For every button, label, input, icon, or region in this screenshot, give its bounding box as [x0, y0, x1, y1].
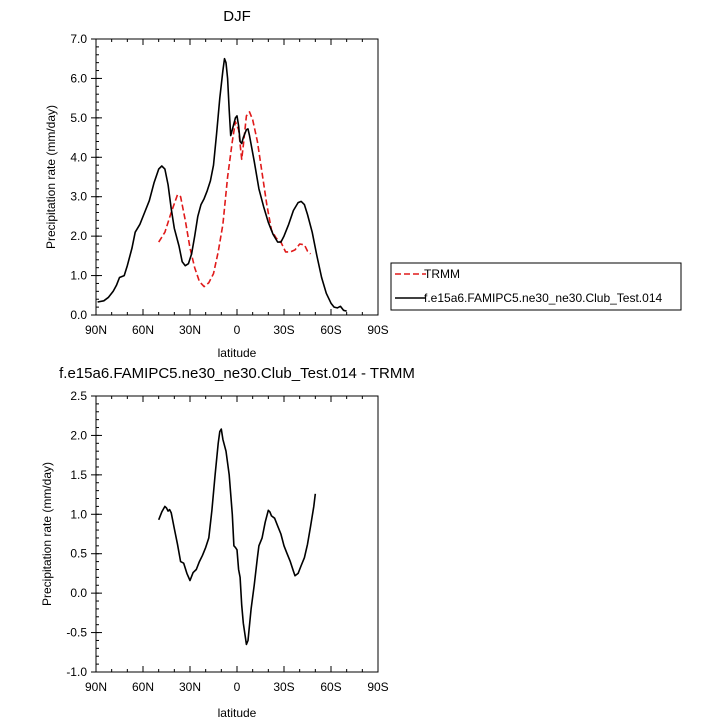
bottom-x-tick-label: 30S — [273, 680, 294, 694]
top-y-axis-label: Precipitation rate (mm/day) — [44, 105, 58, 249]
bottom-x-tick-label: 60S — [320, 680, 341, 694]
top-chart-title: DJF — [223, 8, 251, 25]
bottom-y-tick-label: 2.5 — [70, 389, 87, 403]
top-x-axis-label: latitude — [218, 346, 257, 360]
bottom-x-axis-label: latitude — [218, 706, 257, 720]
top-y-tick-label: 6.0 — [70, 71, 87, 85]
bottom-y-tick-label: 1.0 — [70, 507, 87, 521]
top-x-tick-label: 60N — [132, 323, 154, 337]
legend-label-trmm: TRMM — [424, 267, 460, 281]
bottom-x-tick-label: 60N — [132, 680, 154, 694]
top-y-tick-label: 7.0 — [70, 32, 87, 46]
top-x-tick-label: 30N — [179, 323, 201, 337]
top-plot-frame — [95, 38, 379, 316]
top-y-tick-label: 3.0 — [70, 190, 87, 204]
top-x-tick-label: 30S — [273, 323, 294, 337]
top-axes: 90N 60N 30N 0 30S 60S 90S 0.0 1.0 2.0 3.0 4.0 5.0 6.0… — [70, 32, 388, 337]
top-series-line-0 — [158, 111, 312, 288]
bottom-y-tick-label: 0.5 — [70, 547, 87, 561]
top-x-tick-label: 90N — [85, 323, 107, 337]
bottom-x-tick-label: 0 — [234, 680, 241, 694]
top-y-tick-label: 4.0 — [70, 150, 87, 164]
bottom-y-tick-label: -0.5 — [66, 626, 87, 640]
top-series — [97, 57, 347, 312]
bottom-y-axis-label: Precipitation rate (mm/day) — [40, 462, 54, 606]
top-x-tick-label: 90S — [367, 323, 388, 337]
bottom-chart-title: f.e15a6.FAMIPC5.ne30_ne30.Club_Test.014 … — [59, 365, 415, 382]
top-x-tick-label: 60S — [320, 323, 341, 337]
bottom-series — [157, 428, 317, 646]
top-y-tick-label: 0.0 — [70, 308, 87, 322]
top-y-tick-label: 1.0 — [70, 269, 87, 283]
legend: TRMM f.e15a6.FAMIPC5.ne30_ne30.Club_Test… — [390, 262, 682, 311]
bottom-x-tick-label: 90S — [367, 680, 388, 694]
bottom-series-line-0 — [157, 428, 317, 646]
bottom-y-tick-label: 0.0 — [70, 586, 87, 600]
legend-label-model: f.e15a6.FAMIPC5.ne30_ne30.Club_Test.014 — [424, 291, 662, 305]
top-panel: DJF 90N 60N 30N 0 30S 60S 90S 0.0 1.0 2.0 3.0 4.0 5.… — [44, 8, 682, 360]
bottom-y-tick-label: -1.0 — [66, 665, 87, 679]
bottom-y-tick-label: 2.0 — [70, 428, 87, 442]
legend-box — [390, 262, 682, 311]
top-series-line-1 — [97, 57, 347, 312]
top-x-tick-label: 0 — [234, 323, 241, 337]
bottom-x-tick-label: 90N — [85, 680, 107, 694]
top-y-tick-label: 2.0 — [70, 229, 87, 243]
bottom-y-tick-label: 1.5 — [70, 468, 87, 482]
bottom-axes: 90N 60N 30N 0 30S 60S 90S -1.0 -0.5 0.0 0.5 1.0 1.5 2… — [66, 389, 388, 694]
bottom-panel: f.e15a6.FAMIPC5.ne30_ne30.Club_Test.014 … — [40, 365, 415, 720]
bottom-x-tick-label: 30N — [179, 680, 201, 694]
top-y-tick-label: 5.0 — [70, 111, 87, 125]
bottom-plot-frame — [95, 395, 379, 673]
